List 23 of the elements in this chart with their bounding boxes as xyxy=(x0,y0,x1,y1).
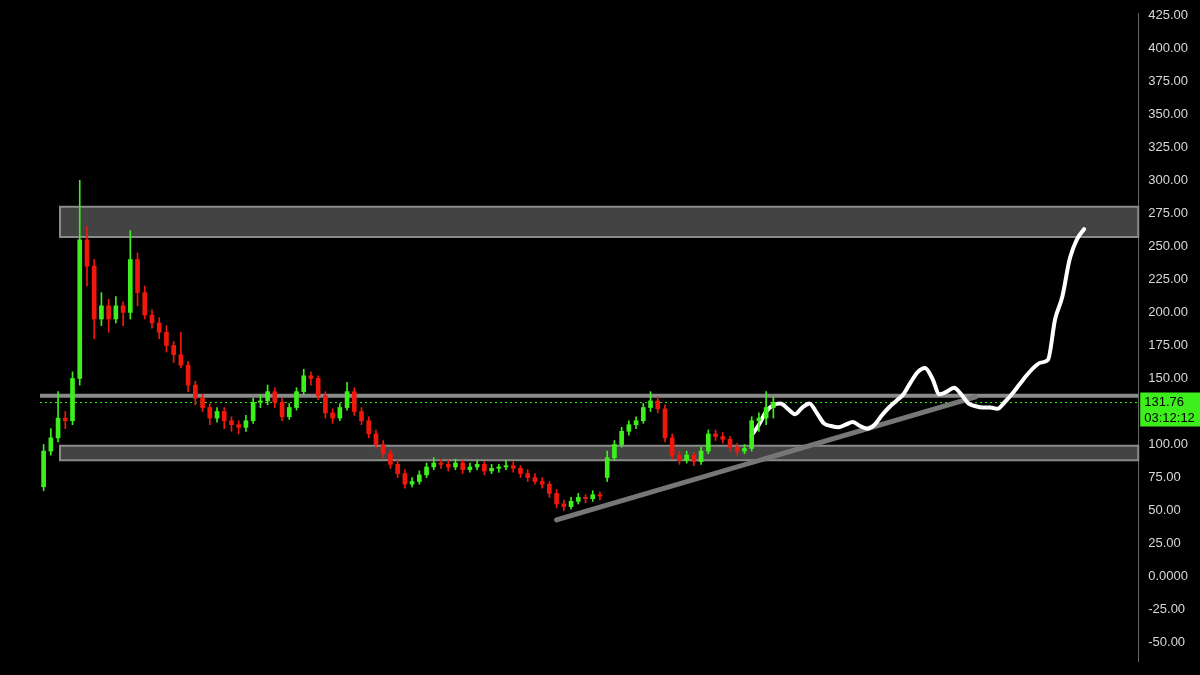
y-tick-label: 25.00 xyxy=(1148,535,1181,551)
y-tick-label: 175.00 xyxy=(1148,337,1188,353)
y-tick-label: 50.00 xyxy=(1148,502,1181,518)
y-tick-label: 275.00 xyxy=(1148,204,1188,220)
y-tick-label: 100.00 xyxy=(1148,436,1188,452)
ref-line-label: 131.76 xyxy=(1144,394,1184,410)
candlestick xyxy=(496,464,502,473)
y-tick-label: 75.00 xyxy=(1148,469,1181,485)
y-tick-label: 250.00 xyxy=(1148,237,1188,253)
y-tick-label: 300.00 xyxy=(1148,171,1188,187)
y-tick-label: 400.00 xyxy=(1148,39,1188,55)
y-tick-label: 350.00 xyxy=(1148,105,1188,121)
candlestick xyxy=(62,411,68,429)
y-tick-label: 425.00 xyxy=(1148,6,1188,22)
y-tick-label: 375.00 xyxy=(1148,72,1188,88)
y-tick-label: 150.00 xyxy=(1148,370,1188,386)
text: 03:12:12 xyxy=(1144,410,1195,426)
y-tick-label: -25.00 xyxy=(1148,601,1186,617)
y-tick-label: 325.00 xyxy=(1148,138,1188,154)
y-tick-label: 200.00 xyxy=(1148,303,1188,319)
y-tick-label: 0.0000 xyxy=(1148,568,1188,584)
y-tick-label: -50.00 xyxy=(1148,634,1186,650)
y-tick-label: 225.00 xyxy=(1148,270,1188,286)
